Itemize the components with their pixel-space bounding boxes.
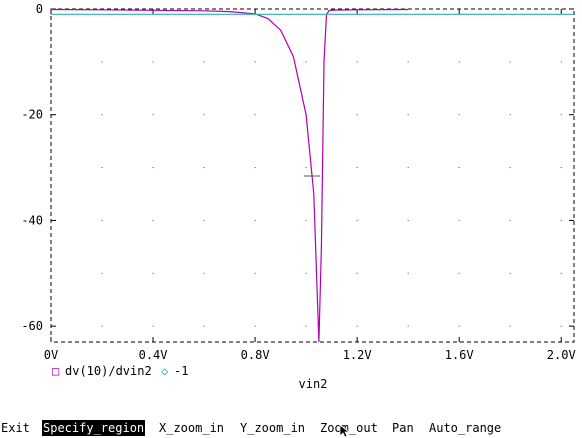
grid-dot <box>509 114 511 116</box>
grid-dot <box>152 61 154 63</box>
legend-marker-0: □ <box>52 364 59 378</box>
y-tick-label: -20 <box>21 108 43 122</box>
menu-item-exit[interactable]: Exit <box>1 421 30 435</box>
grid-dot <box>203 219 205 221</box>
menu-item-specify-region[interactable]: Specify_region <box>42 420 146 436</box>
x-tick-label: 1.6V <box>445 348 474 362</box>
y-tick-label: 0 <box>36 2 43 16</box>
grid-dot <box>254 219 256 221</box>
x-axis-label: vin2 <box>299 377 328 391</box>
menu-item-auto-range[interactable]: Auto_range <box>429 421 502 435</box>
grid-dot <box>152 272 154 274</box>
grid-dot <box>152 325 154 327</box>
grid-dot <box>407 61 409 63</box>
grid-dot <box>407 114 409 116</box>
grid-dot <box>203 325 205 327</box>
grid-dot <box>407 167 409 169</box>
grid-dot <box>407 219 409 221</box>
x-tick-label: 0.8V <box>241 348 270 362</box>
grid-dot <box>203 61 205 63</box>
grid-dot <box>254 325 256 327</box>
grid-dot <box>203 272 205 274</box>
y-tick-label: -40 <box>21 213 43 227</box>
grid-dot <box>509 219 511 221</box>
grid-dot <box>101 114 103 116</box>
grid-dot <box>560 167 562 169</box>
grid-dot <box>356 219 358 221</box>
grid-dot <box>356 325 358 327</box>
grid-dot <box>407 272 409 274</box>
grid-dot <box>203 167 205 169</box>
grid-dot <box>356 61 358 63</box>
grid-dot <box>152 219 154 221</box>
series-line-0 <box>50 8 409 343</box>
plot-area: 0V 0.4V 0.8V 1.2V 1.6V 2.0V 0 -20 -40 -60 □ dv(1… <box>21 2 576 391</box>
grid-dot <box>407 325 409 327</box>
grid-dot <box>305 272 307 274</box>
grid-dot <box>560 61 562 63</box>
grid-dot <box>560 219 562 221</box>
grid-dot <box>254 61 256 63</box>
x-axis-ticks: 0V 0.4V 0.8V 1.2V 1.6V 2.0V <box>44 9 576 362</box>
y-axis-ticks: 0 -20 -40 -60 <box>21 2 574 333</box>
grid-dot <box>305 167 307 169</box>
grid-dot <box>305 219 307 221</box>
grid-dot <box>356 167 358 169</box>
grid <box>101 61 562 327</box>
grid-dot <box>101 219 103 221</box>
grid-dot <box>305 61 307 63</box>
grid-dot <box>254 167 256 169</box>
x-tick-label: 0.4V <box>139 348 168 362</box>
grid-dot <box>458 272 460 274</box>
grid-dot <box>458 167 460 169</box>
grid-dot <box>101 167 103 169</box>
grid-dot <box>458 114 460 116</box>
menu-item-zoom-out[interactable]: Zoom_out <box>320 421 378 435</box>
x-tick-label: 0V <box>44 348 58 362</box>
grid-dot <box>509 272 511 274</box>
menu-item-x-zoom-in[interactable]: X_zoom_in <box>159 421 225 435</box>
grid-dot <box>254 114 256 116</box>
grid-dot <box>203 114 205 116</box>
legend-label-1: -1 <box>174 364 188 378</box>
grid-dot <box>509 325 511 327</box>
grid-dot <box>356 272 358 274</box>
grid-dot <box>458 325 460 327</box>
menu-item-pan[interactable]: Pan <box>392 421 414 435</box>
menu-item-y-zoom-in[interactable]: Y_zoom_in <box>240 421 306 435</box>
plot-frame <box>50 8 575 343</box>
grid-dot <box>101 61 103 63</box>
x-tick-label: 2.0V <box>547 348 576 362</box>
grid-dot <box>509 61 511 63</box>
legend: □ dv(10)/dvin2 ◇ -1 <box>52 364 188 378</box>
grid-dot <box>101 325 103 327</box>
mouse-pointer-icon <box>339 424 351 438</box>
grid-dot <box>305 325 307 327</box>
grid-dot <box>152 114 154 116</box>
legend-label-0: dv(10)/dvin2 <box>65 364 152 378</box>
y-tick-label: -60 <box>21 319 43 333</box>
grid-dot <box>509 167 511 169</box>
grid-dot <box>356 114 358 116</box>
grid-dot <box>254 272 256 274</box>
grid-dot <box>152 167 154 169</box>
series-group <box>50 8 574 343</box>
legend-marker-1: ◇ <box>161 364 169 378</box>
grid-dot <box>560 325 562 327</box>
grid-dot <box>560 114 562 116</box>
grid-dot <box>458 219 460 221</box>
command-menu: Exit Specify_region X_zoom_in Y_zoom_in … <box>0 420 582 438</box>
x-tick-label: 1.2V <box>343 348 372 362</box>
grid-dot <box>560 272 562 274</box>
grid-dot <box>458 61 460 63</box>
grid-dot <box>101 272 103 274</box>
